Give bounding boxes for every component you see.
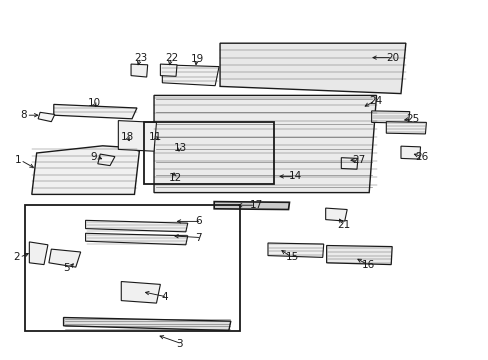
Polygon shape (98, 154, 115, 166)
Text: 18: 18 (121, 132, 134, 142)
Text: 3: 3 (176, 339, 183, 349)
Text: 23: 23 (134, 53, 147, 63)
Polygon shape (154, 95, 376, 193)
Text: 12: 12 (168, 173, 182, 183)
Bar (144, 122, 273, 184)
Text: 14: 14 (288, 171, 301, 181)
Text: 17: 17 (249, 200, 262, 210)
Text: 10: 10 (88, 98, 101, 108)
Polygon shape (32, 146, 139, 194)
Polygon shape (341, 158, 357, 169)
Polygon shape (29, 242, 48, 265)
Polygon shape (214, 202, 289, 210)
Bar (25, 205, 239, 331)
Text: 22: 22 (165, 53, 178, 63)
Polygon shape (400, 146, 420, 159)
Text: 21: 21 (337, 220, 350, 230)
Polygon shape (38, 112, 55, 122)
Polygon shape (220, 43, 405, 94)
Polygon shape (325, 208, 346, 221)
Text: 11: 11 (149, 132, 162, 142)
Polygon shape (131, 64, 147, 77)
Polygon shape (85, 220, 187, 232)
Polygon shape (386, 122, 426, 134)
Polygon shape (371, 111, 409, 123)
Text: 2: 2 (14, 252, 20, 262)
Text: 13: 13 (173, 143, 186, 153)
Polygon shape (171, 153, 193, 166)
Polygon shape (161, 165, 182, 179)
Text: 26: 26 (415, 152, 428, 162)
Polygon shape (63, 318, 230, 330)
Polygon shape (121, 282, 160, 303)
Text: 24: 24 (368, 96, 382, 106)
Polygon shape (150, 135, 163, 146)
Polygon shape (162, 65, 219, 86)
Text: 15: 15 (285, 252, 299, 262)
Polygon shape (326, 246, 391, 265)
Polygon shape (54, 104, 137, 119)
Text: 8: 8 (20, 110, 27, 120)
Text: 6: 6 (195, 216, 202, 226)
Text: 1: 1 (15, 155, 21, 165)
Polygon shape (118, 121, 156, 151)
Polygon shape (267, 243, 323, 257)
Text: 25: 25 (405, 114, 418, 124)
Text: 9: 9 (90, 152, 97, 162)
Text: 4: 4 (161, 292, 168, 302)
Text: 19: 19 (190, 54, 203, 64)
Polygon shape (160, 64, 177, 76)
Text: 27: 27 (351, 155, 365, 165)
Text: 16: 16 (361, 260, 374, 270)
Text: 20: 20 (386, 53, 399, 63)
Text: 7: 7 (195, 233, 202, 243)
Polygon shape (85, 233, 187, 245)
Polygon shape (49, 249, 81, 267)
Text: 5: 5 (63, 263, 70, 273)
